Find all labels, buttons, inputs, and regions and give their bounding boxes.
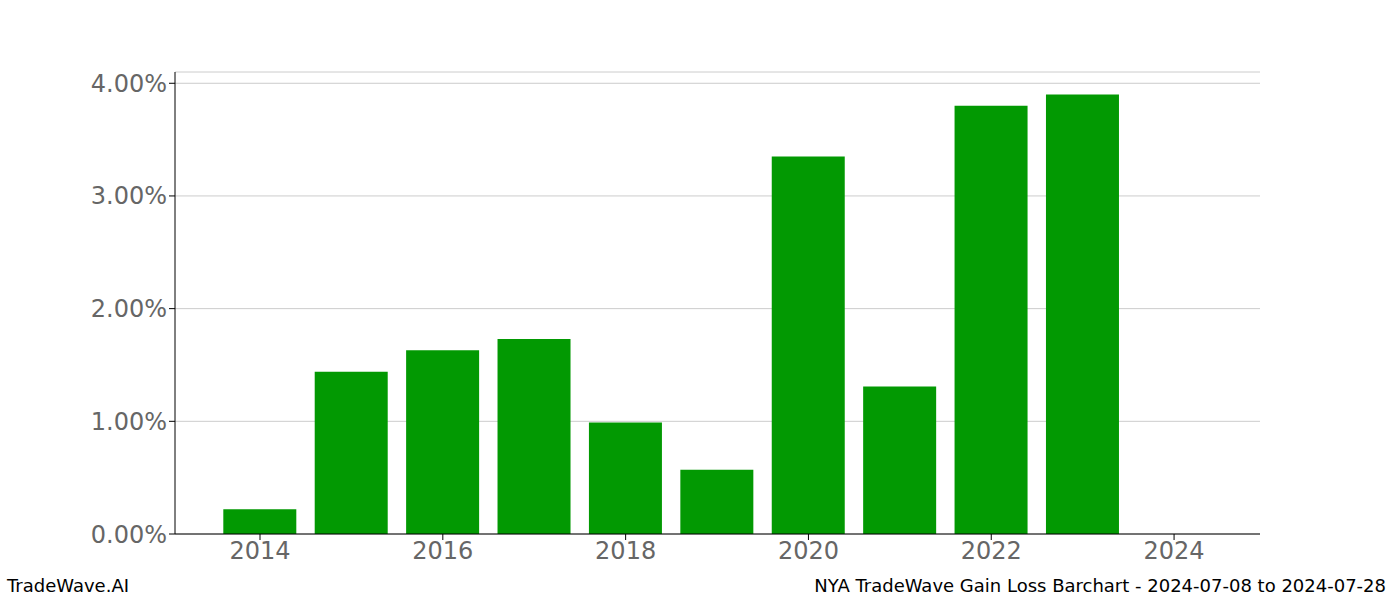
svg-text:2024: 2024 bbox=[1144, 537, 1205, 565]
svg-text:2014: 2014 bbox=[229, 537, 290, 565]
html-text:NYA TradeWave Gain Loss Barcha: NYA TradeWave Gain Loss Barchart - 2024-… bbox=[814, 575, 1386, 596]
svg-text:0.00%: 0.00% bbox=[91, 521, 167, 549]
svg-text:2.00%: 2.00% bbox=[91, 295, 167, 323]
html-text:TradeWave.AI: TradeWave.AI bbox=[7, 575, 129, 596]
svg-text:3.00%: 3.00% bbox=[91, 182, 167, 210]
svg-text:2018: 2018 bbox=[595, 537, 656, 565]
svg-text:2022: 2022 bbox=[961, 537, 1022, 565]
svg-text:2020: 2020 bbox=[778, 537, 839, 565]
svg-text:1.00%: 1.00% bbox=[91, 408, 167, 436]
svg-text:2016: 2016 bbox=[412, 537, 473, 565]
svg-text:4.00%: 4.00% bbox=[91, 70, 167, 98]
